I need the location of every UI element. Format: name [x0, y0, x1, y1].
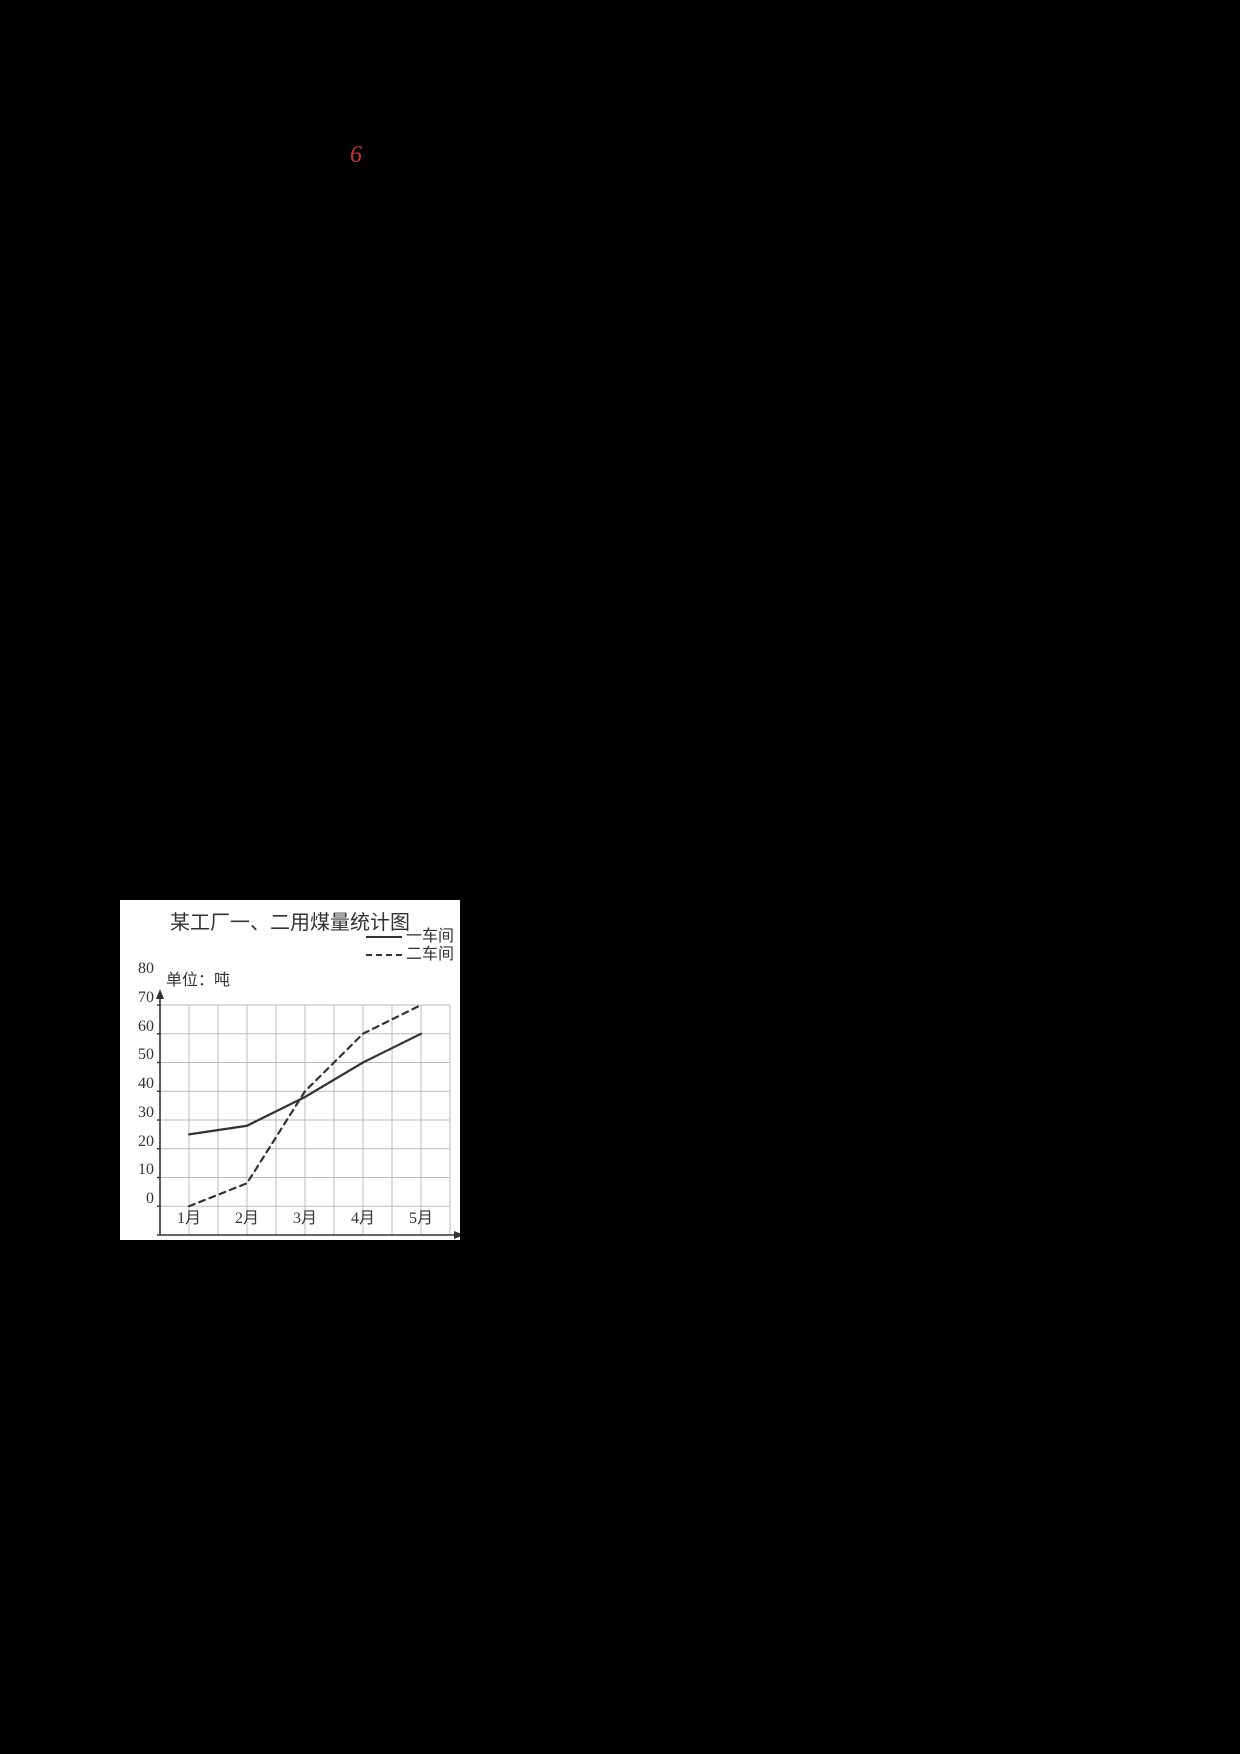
x-tick-label: 2月: [227, 1204, 267, 1228]
coal-usage-chart: 某工厂一、二用煤量统计图 一车间 二车间 单位：吨 01020304050607…: [120, 900, 460, 1240]
legend-item-workshop-2: 二车间: [366, 946, 454, 964]
x-tick-label: 1月: [169, 1204, 209, 1228]
x-tick-label: 5月: [401, 1204, 441, 1228]
legend-line-solid-icon: [366, 936, 402, 938]
y-tick-label: 80: [130, 960, 154, 978]
y-axis-unit-label: 单位：吨: [166, 966, 230, 990]
y-tick-label: 0: [130, 1190, 154, 1208]
chart-legend: 一车间 二车间: [366, 928, 454, 964]
y-tick-label: 10: [130, 1161, 154, 1179]
x-tick-label: 4月: [343, 1204, 383, 1228]
legend-line-dashed-icon: [366, 954, 402, 956]
legend-item-workshop-1: 一车间: [366, 928, 454, 946]
y-tick-label: 40: [130, 1075, 154, 1093]
y-tick-label: 60: [130, 1018, 154, 1036]
y-tick-label: 70: [130, 989, 154, 1007]
y-tick-label: 20: [130, 1133, 154, 1151]
y-tick-label: 50: [130, 1046, 154, 1064]
page-annotation-mark: 6: [350, 142, 362, 169]
x-tick-label: 3月: [285, 1204, 325, 1228]
legend-label: 二车间: [406, 946, 454, 964]
y-tick-label: 30: [130, 1104, 154, 1122]
legend-label: 一车间: [406, 928, 454, 946]
